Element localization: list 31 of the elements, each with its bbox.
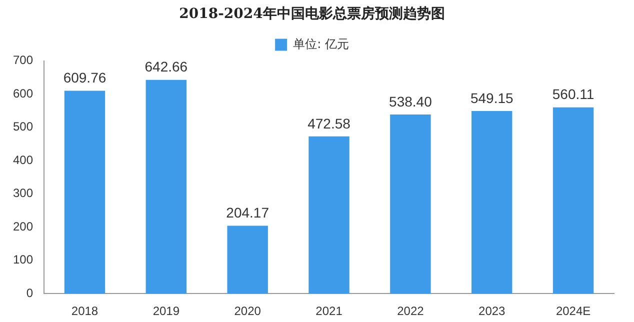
chart-title: 2018-2024年中国电影总票房预测趋势图 — [179, 5, 445, 22]
bar — [146, 80, 187, 294]
y-tick-label: 100 — [12, 252, 34, 267]
data-label: 538.40 — [389, 93, 432, 110]
bar — [390, 114, 431, 294]
y-tick-label: 0 — [26, 286, 34, 300]
y-tick-label: 400 — [12, 152, 34, 167]
x-tick-label: 2021 — [316, 304, 343, 318]
bar — [552, 107, 594, 294]
legend-label: 单位: 亿元 — [293, 36, 349, 51]
x-tick-label: 2023 — [478, 304, 506, 318]
x-tick-label: 2022 — [397, 304, 424, 318]
bar — [472, 110, 512, 294]
data-label: 472.58 — [308, 115, 351, 132]
data-label: 204.17 — [226, 204, 270, 221]
data-label: 560.11 — [552, 86, 594, 102]
bar — [227, 226, 268, 294]
x-tick-label: 2018 — [71, 304, 98, 318]
y-tick-label: 600 — [12, 86, 34, 100]
x-tick-label: 2019 — [152, 304, 180, 318]
data-label: 549.15 — [470, 90, 514, 106]
y-tick-label: 300 — [12, 186, 34, 200]
y-tick-label: 500 — [12, 120, 34, 134]
bar — [64, 90, 106, 294]
bar — [308, 136, 350, 294]
data-label: 609.76 — [63, 70, 106, 86]
y-tick-label: 700 — [12, 53, 34, 68]
x-tick-label: 2024E — [556, 304, 591, 318]
data-label: 642.66 — [144, 58, 188, 75]
y-tick-label: 200 — [12, 219, 34, 234]
x-tick-label: 2020 — [234, 304, 262, 318]
